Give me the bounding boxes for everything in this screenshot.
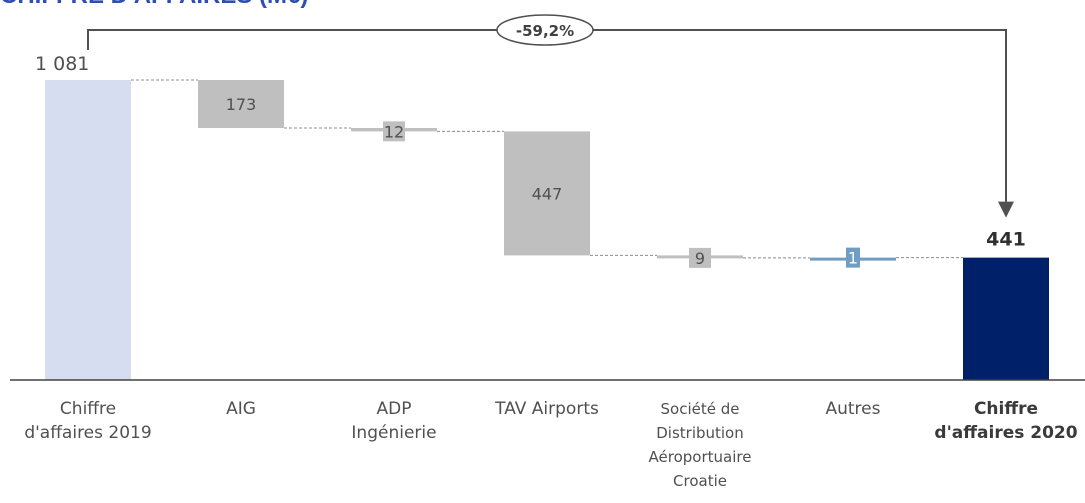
category-label-1: AIG bbox=[226, 399, 256, 419]
bar-6 bbox=[963, 257, 1049, 380]
category-label-0: Chiffre d'affaires 2019 bbox=[24, 399, 152, 443]
annotation-ellipse bbox=[496, 14, 594, 46]
category-label-6: Chiffre d'affaires 2020 bbox=[934, 399, 1078, 443]
value-tag-5 bbox=[846, 247, 860, 268]
category-label-2: ADP Ingénierie bbox=[351, 399, 437, 443]
value-tag-4 bbox=[689, 247, 711, 268]
bar-1 bbox=[198, 80, 284, 129]
value-label-1: 173 bbox=[226, 95, 257, 114]
value-label-2: 12 bbox=[384, 122, 404, 141]
category-label-3: TAV Airports bbox=[495, 399, 599, 419]
bar-0 bbox=[45, 80, 131, 381]
change-arrow: -59,2% bbox=[87, 14, 1014, 218]
value-tag-2 bbox=[383, 121, 405, 142]
annotation-label: -59,2% bbox=[516, 22, 574, 40]
value-label-3: 447 bbox=[532, 184, 563, 203]
value-label-0: 1 081 bbox=[35, 53, 89, 75]
value-label-6: 441 bbox=[986, 229, 1026, 251]
change-arrow-head bbox=[998, 201, 1014, 218]
bar-3 bbox=[504, 131, 590, 256]
value-label-4: 9 bbox=[695, 249, 705, 268]
chart-title: CHIFFRE D'AFFAIRES (M€) bbox=[0, 0, 308, 10]
category-label-4: Société de Distribution Aéroportuaire Cr… bbox=[648, 400, 752, 490]
value-label-5: 1 bbox=[848, 249, 858, 268]
category-label-5: Autres bbox=[825, 399, 881, 419]
